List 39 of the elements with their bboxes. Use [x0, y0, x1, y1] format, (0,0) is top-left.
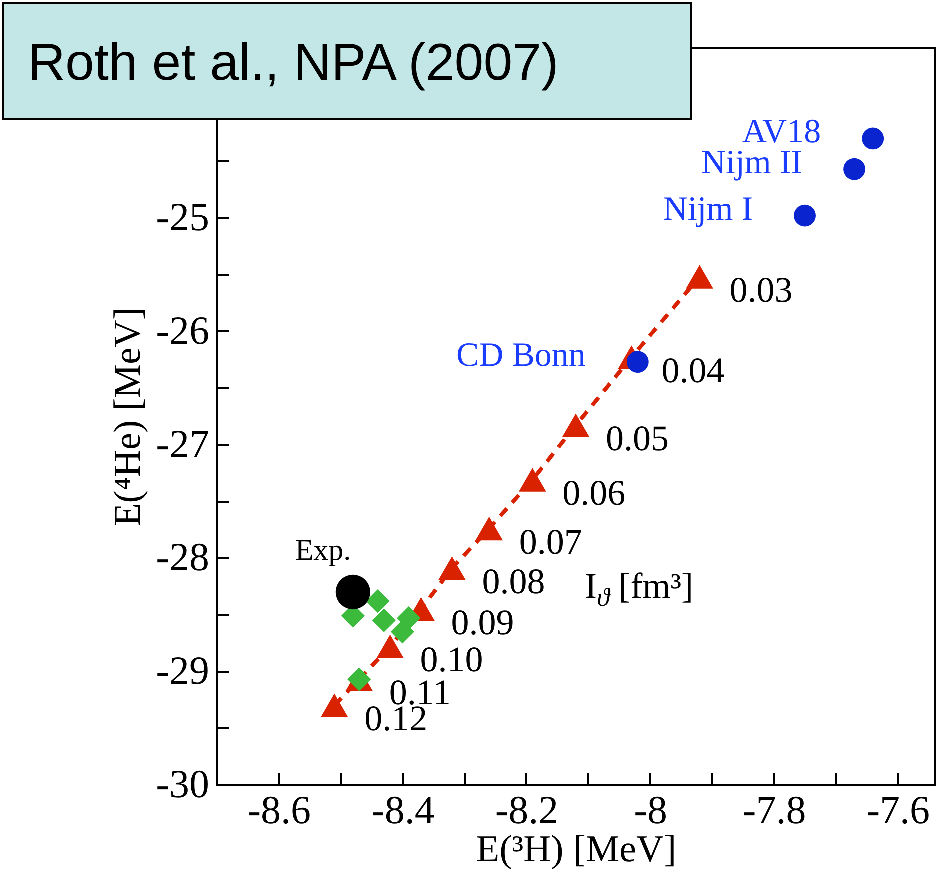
- point: [562, 414, 590, 438]
- x-tick-label: -7.6: [866, 788, 930, 832]
- point: [372, 608, 396, 632]
- annotation: 0.07: [519, 522, 582, 562]
- point: [626, 351, 649, 374]
- x-tick-label: -8.4: [372, 788, 435, 832]
- annotation: 0.06: [562, 472, 626, 513]
- point: [336, 574, 370, 610]
- point: [686, 265, 714, 289]
- annotation: 0.04: [662, 350, 725, 391]
- point: [366, 589, 390, 614]
- annotation: 0.10: [420, 640, 484, 680]
- annotation: 0.05: [606, 418, 669, 459]
- point: [476, 516, 504, 541]
- point: [794, 204, 816, 227]
- annotation: 0.09: [451, 602, 514, 642]
- annotation: Nijm I: [663, 190, 754, 228]
- x-tick-label: -8.6: [248, 788, 312, 832]
- point: [320, 694, 348, 718]
- y-tick-label: -30: [156, 762, 210, 806]
- point: [438, 556, 466, 580]
- y-tick-label: -25: [156, 194, 210, 240]
- point: [844, 158, 866, 180]
- annotation: CD Bonn: [456, 337, 586, 374]
- annotation: Exp.: [295, 534, 352, 568]
- y-axis-title: E(⁴He) [MeV]: [107, 308, 150, 526]
- chart-title: Roth et al., NPA (2007): [2, 2, 692, 120]
- point: [390, 620, 415, 644]
- annotation: 0.03: [730, 270, 793, 310]
- x-tick-label: -7.8: [742, 788, 806, 832]
- y-tick-label: -28: [156, 534, 210, 580]
- annotation: 0.08: [482, 561, 546, 602]
- y-tick-label: -26: [156, 308, 210, 353]
- point: [376, 634, 404, 659]
- annotation: I$_{ϑ}$ [fm³]: [585, 565, 694, 614]
- y-tick-label: -27: [156, 421, 210, 466]
- y-tick-label: -29: [156, 648, 210, 694]
- point: [518, 468, 546, 492]
- point: [862, 128, 884, 150]
